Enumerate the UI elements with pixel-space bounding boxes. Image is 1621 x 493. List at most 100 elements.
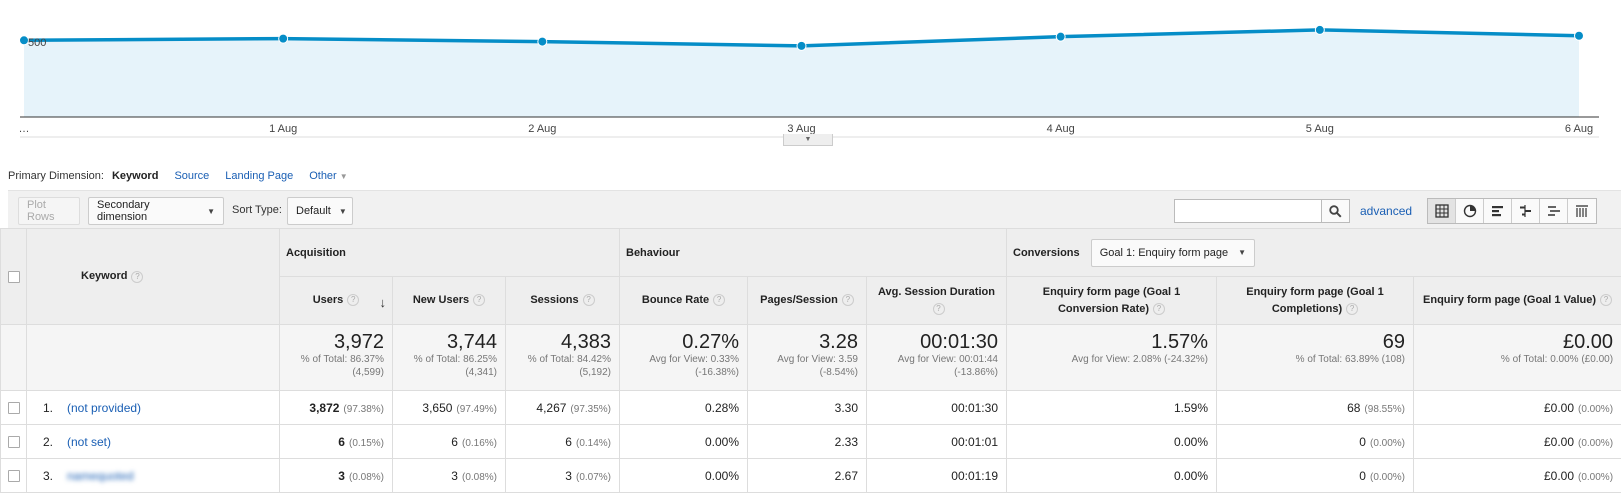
- totals-blank-cell: [0, 324, 27, 391]
- select-all-checkbox[interactable]: [7, 270, 20, 283]
- metric-value: 0: [1359, 434, 1366, 449]
- goal-completions-header-label: Enquiry form page (Goal 1 Completions): [1246, 285, 1384, 315]
- row-checkbox[interactable]: [7, 470, 20, 483]
- metric-percent: (0.08%): [461, 471, 497, 483]
- report-table: Keyword? Acquisition Behaviour Conversio…: [0, 228, 1621, 493]
- totals-row: 3,972 % of Total: 86.37% (4,599) 3,744 %…: [0, 324, 1621, 391]
- x-tick-label: 4 Aug: [1047, 123, 1075, 135]
- help-icon[interactable]: ?: [131, 270, 144, 283]
- pivot-view-button[interactable]: [1568, 199, 1596, 223]
- sessions-column-header[interactable]: Sessions?: [505, 276, 620, 325]
- search-button[interactable]: [1322, 199, 1350, 223]
- behaviour-group-header: Behaviour: [619, 228, 1007, 277]
- help-icon[interactable]: ?: [582, 294, 595, 307]
- keyword-link[interactable]: (not set): [67, 434, 112, 449]
- term-cloud-view-button[interactable]: [1540, 199, 1568, 223]
- table-view-button[interactable]: [1428, 199, 1456, 223]
- goal-conversion-rate-column-header[interactable]: Enquiry form page (Goal 1 Conversion Rat…: [1006, 276, 1217, 325]
- keyword-cell: 3. namequoted: [26, 458, 280, 493]
- x-tick-label: 1 Aug: [269, 123, 297, 135]
- secondary-dimension-dropdown[interactable]: Secondary dimension ▼: [88, 197, 224, 225]
- help-icon[interactable]: ?: [1153, 302, 1166, 315]
- total-sub: % of Total: 84.42%: [527, 354, 611, 365]
- keyword-link[interactable]: namequoted: [67, 468, 134, 483]
- table-row: 2. (not set) 6 (0.15%) 6 (0.16%) 6 (0.14%) 0.00%…: [0, 424, 1621, 459]
- metric-cell: 3 (0.07%): [505, 458, 620, 493]
- metric-percent: (0.00%): [1578, 437, 1614, 449]
- help-icon[interactable]: ?: [713, 294, 726, 307]
- metric-cell: 4,267 (97.35%): [505, 390, 620, 425]
- keyword-link[interactable]: (not provided): [67, 400, 142, 415]
- metric-cell: £0.00 (0.00%): [1412, 458, 1621, 493]
- dimension-link-source[interactable]: Source: [174, 170, 210, 182]
- total-sessions-cell: 4,383 % of Total: 84.42% (5,192): [505, 324, 620, 391]
- chart-collapse-handle[interactable]: ▼: [783, 134, 833, 146]
- help-icon[interactable]: ?: [841, 294, 854, 307]
- total-sub: % of Total: 63.89% (108): [1295, 354, 1405, 365]
- goal-completions-column-header[interactable]: Enquiry form page (Goal 1 Completions)?: [1216, 276, 1414, 325]
- new-users-column-header[interactable]: New Users?: [392, 276, 506, 325]
- advanced-filter-link[interactable]: advanced: [1360, 204, 1413, 218]
- metric-percent: (0.14%): [575, 437, 611, 449]
- goal-select-dropdown[interactable]: Goal 1: Enquiry form page ▼: [1090, 238, 1256, 267]
- row-checkbox[interactable]: [7, 436, 20, 449]
- avg-session-duration-header-label: Avg. Session Duration: [878, 285, 995, 298]
- metric-cell: 6 (0.14%): [505, 424, 620, 459]
- conversions-group-header: Conversions Goal 1: Enquiry form page ▼: [1005, 228, 1621, 277]
- total-pages-session-cell: 3.28 Avg for View: 3.59 (-8.54%): [747, 324, 867, 391]
- comparison-view-button[interactable]: [1512, 199, 1540, 223]
- x-tick-label: 2 Aug: [528, 123, 556, 135]
- total-sub: Avg for View: 2.08% (-24.32%): [1071, 354, 1208, 365]
- metric-cell: 0.00%: [619, 458, 748, 493]
- term-cloud-view-icon: [1547, 206, 1560, 216]
- keyword-cell: 2. (not set): [26, 424, 280, 459]
- metric-cell: 2.33: [747, 424, 867, 459]
- metric-value: 2.67: [834, 468, 858, 483]
- dimension-other-dropdown[interactable]: Other ▼: [309, 170, 347, 182]
- help-icon[interactable]: ?: [1600, 294, 1612, 307]
- table-header-group-row: Keyword? Acquisition Behaviour Conversio…: [0, 228, 1621, 325]
- total-sub: (-13.86%): [954, 367, 998, 378]
- metric-cell: 6 (0.16%): [392, 424, 506, 459]
- help-icon[interactable]: ?: [1346, 302, 1359, 315]
- metric-value: 0: [1359, 468, 1366, 483]
- metric-value: 3.30: [834, 400, 858, 415]
- help-icon[interactable]: ?: [347, 294, 360, 307]
- dimension-link-landing-page[interactable]: Landing Page: [225, 170, 294, 182]
- table-search-input[interactable]: [1174, 199, 1322, 223]
- users-column-header[interactable]: Users? ↓: [279, 276, 393, 325]
- performance-view-icon: [1491, 206, 1503, 217]
- goal-value-column-header[interactable]: Enquiry form page (Goal 1 Value)?: [1412, 276, 1621, 325]
- total-value: 3,972: [333, 331, 384, 353]
- bounce-rate-column-header[interactable]: Bounce Rate?: [619, 276, 748, 325]
- metric-cell: 0.00%: [619, 424, 748, 459]
- avg-session-duration-column-header[interactable]: Avg. Session Duration?: [866, 276, 1007, 325]
- metric-value: 00:01:30: [951, 400, 998, 415]
- metric-value: 0.00%: [704, 434, 739, 449]
- metric-cell: 3 (0.08%): [392, 458, 506, 493]
- keyword-column-header[interactable]: Keyword?: [26, 228, 280, 325]
- total-avg-session-duration-cell: 00:01:30 Avg for View: 00:01:44 (-13.86%…: [866, 324, 1007, 391]
- metric-cell: £0.00 (0.00%): [1412, 424, 1621, 459]
- metric-percent: (0.15%): [348, 437, 384, 449]
- primary-dimension-current: Keyword: [111, 170, 159, 182]
- metric-value: 2.33: [834, 434, 858, 449]
- data-point: [537, 36, 548, 47]
- metric-value: 68: [1347, 400, 1361, 415]
- row-checkbox[interactable]: [7, 402, 20, 415]
- row-number: 3.: [43, 468, 54, 483]
- total-value: 3,744: [446, 331, 497, 353]
- total-sub: % of Total: 86.25%: [413, 354, 497, 365]
- metric-value: 00:01:19: [951, 468, 998, 483]
- sessions-header-label: Sessions: [530, 294, 579, 306]
- performance-view-button[interactable]: [1484, 199, 1512, 223]
- pages-session-column-header[interactable]: Pages/Session?: [747, 276, 867, 325]
- total-goal-conversion-rate-cell: 1.57% Avg for View: 2.08% (-24.32%): [1006, 324, 1217, 391]
- chevron-down-icon: ▼: [1238, 248, 1247, 257]
- conversions-label: Conversions: [1013, 246, 1080, 259]
- help-icon[interactable]: ?: [473, 294, 486, 307]
- pie-view-button[interactable]: [1456, 199, 1484, 223]
- plot-rows-button[interactable]: Plot Rows: [18, 197, 80, 225]
- sort-type-dropdown[interactable]: Default ▼: [287, 197, 353, 225]
- help-icon[interactable]: ?: [932, 302, 945, 315]
